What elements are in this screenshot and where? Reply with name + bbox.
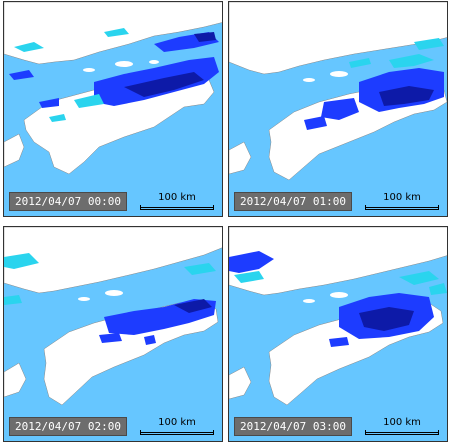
radar-map-0200 (4, 227, 222, 441)
scale-line (365, 430, 439, 435)
rain-echo (229, 251, 447, 347)
scale-label: 100 km (158, 192, 196, 203)
radar-map-0000 (4, 2, 222, 216)
timestamp-label: 2012/04/07 02:00 (9, 417, 127, 436)
radar-map-panel-0200: 2012/04/07 02:00 100 km (3, 226, 223, 442)
radar-map-panel-0000: 2012/04/07 00:00 100 km (3, 1, 223, 217)
scale-label: 100 km (158, 417, 196, 428)
scale-label: 100 km (383, 192, 421, 203)
scale-line (140, 430, 214, 435)
timestamp-label: 2012/04/07 01:00 (234, 192, 352, 211)
scale-line (365, 205, 439, 210)
radar-map-panel-0100: 2012/04/07 01:00 100 km (228, 1, 448, 217)
scale-bar: 100 km (140, 417, 214, 435)
scale-bar: 100 km (365, 192, 439, 210)
radar-map-panel-0300: 2012/04/07 03:00 100 km (228, 226, 448, 442)
radar-map-0100 (229, 2, 447, 216)
timestamp-label: 2012/04/07 00:00 (9, 192, 127, 211)
radar-map-0300 (229, 227, 447, 441)
scale-label: 100 km (383, 417, 421, 428)
scale-bar: 100 km (140, 192, 214, 210)
scale-bar: 100 km (365, 417, 439, 435)
rain-echo (9, 28, 219, 122)
rain-echo (304, 38, 444, 130)
timestamp-label: 2012/04/07 03:00 (234, 417, 352, 436)
scale-line (140, 205, 214, 210)
rain-echo (4, 253, 216, 345)
